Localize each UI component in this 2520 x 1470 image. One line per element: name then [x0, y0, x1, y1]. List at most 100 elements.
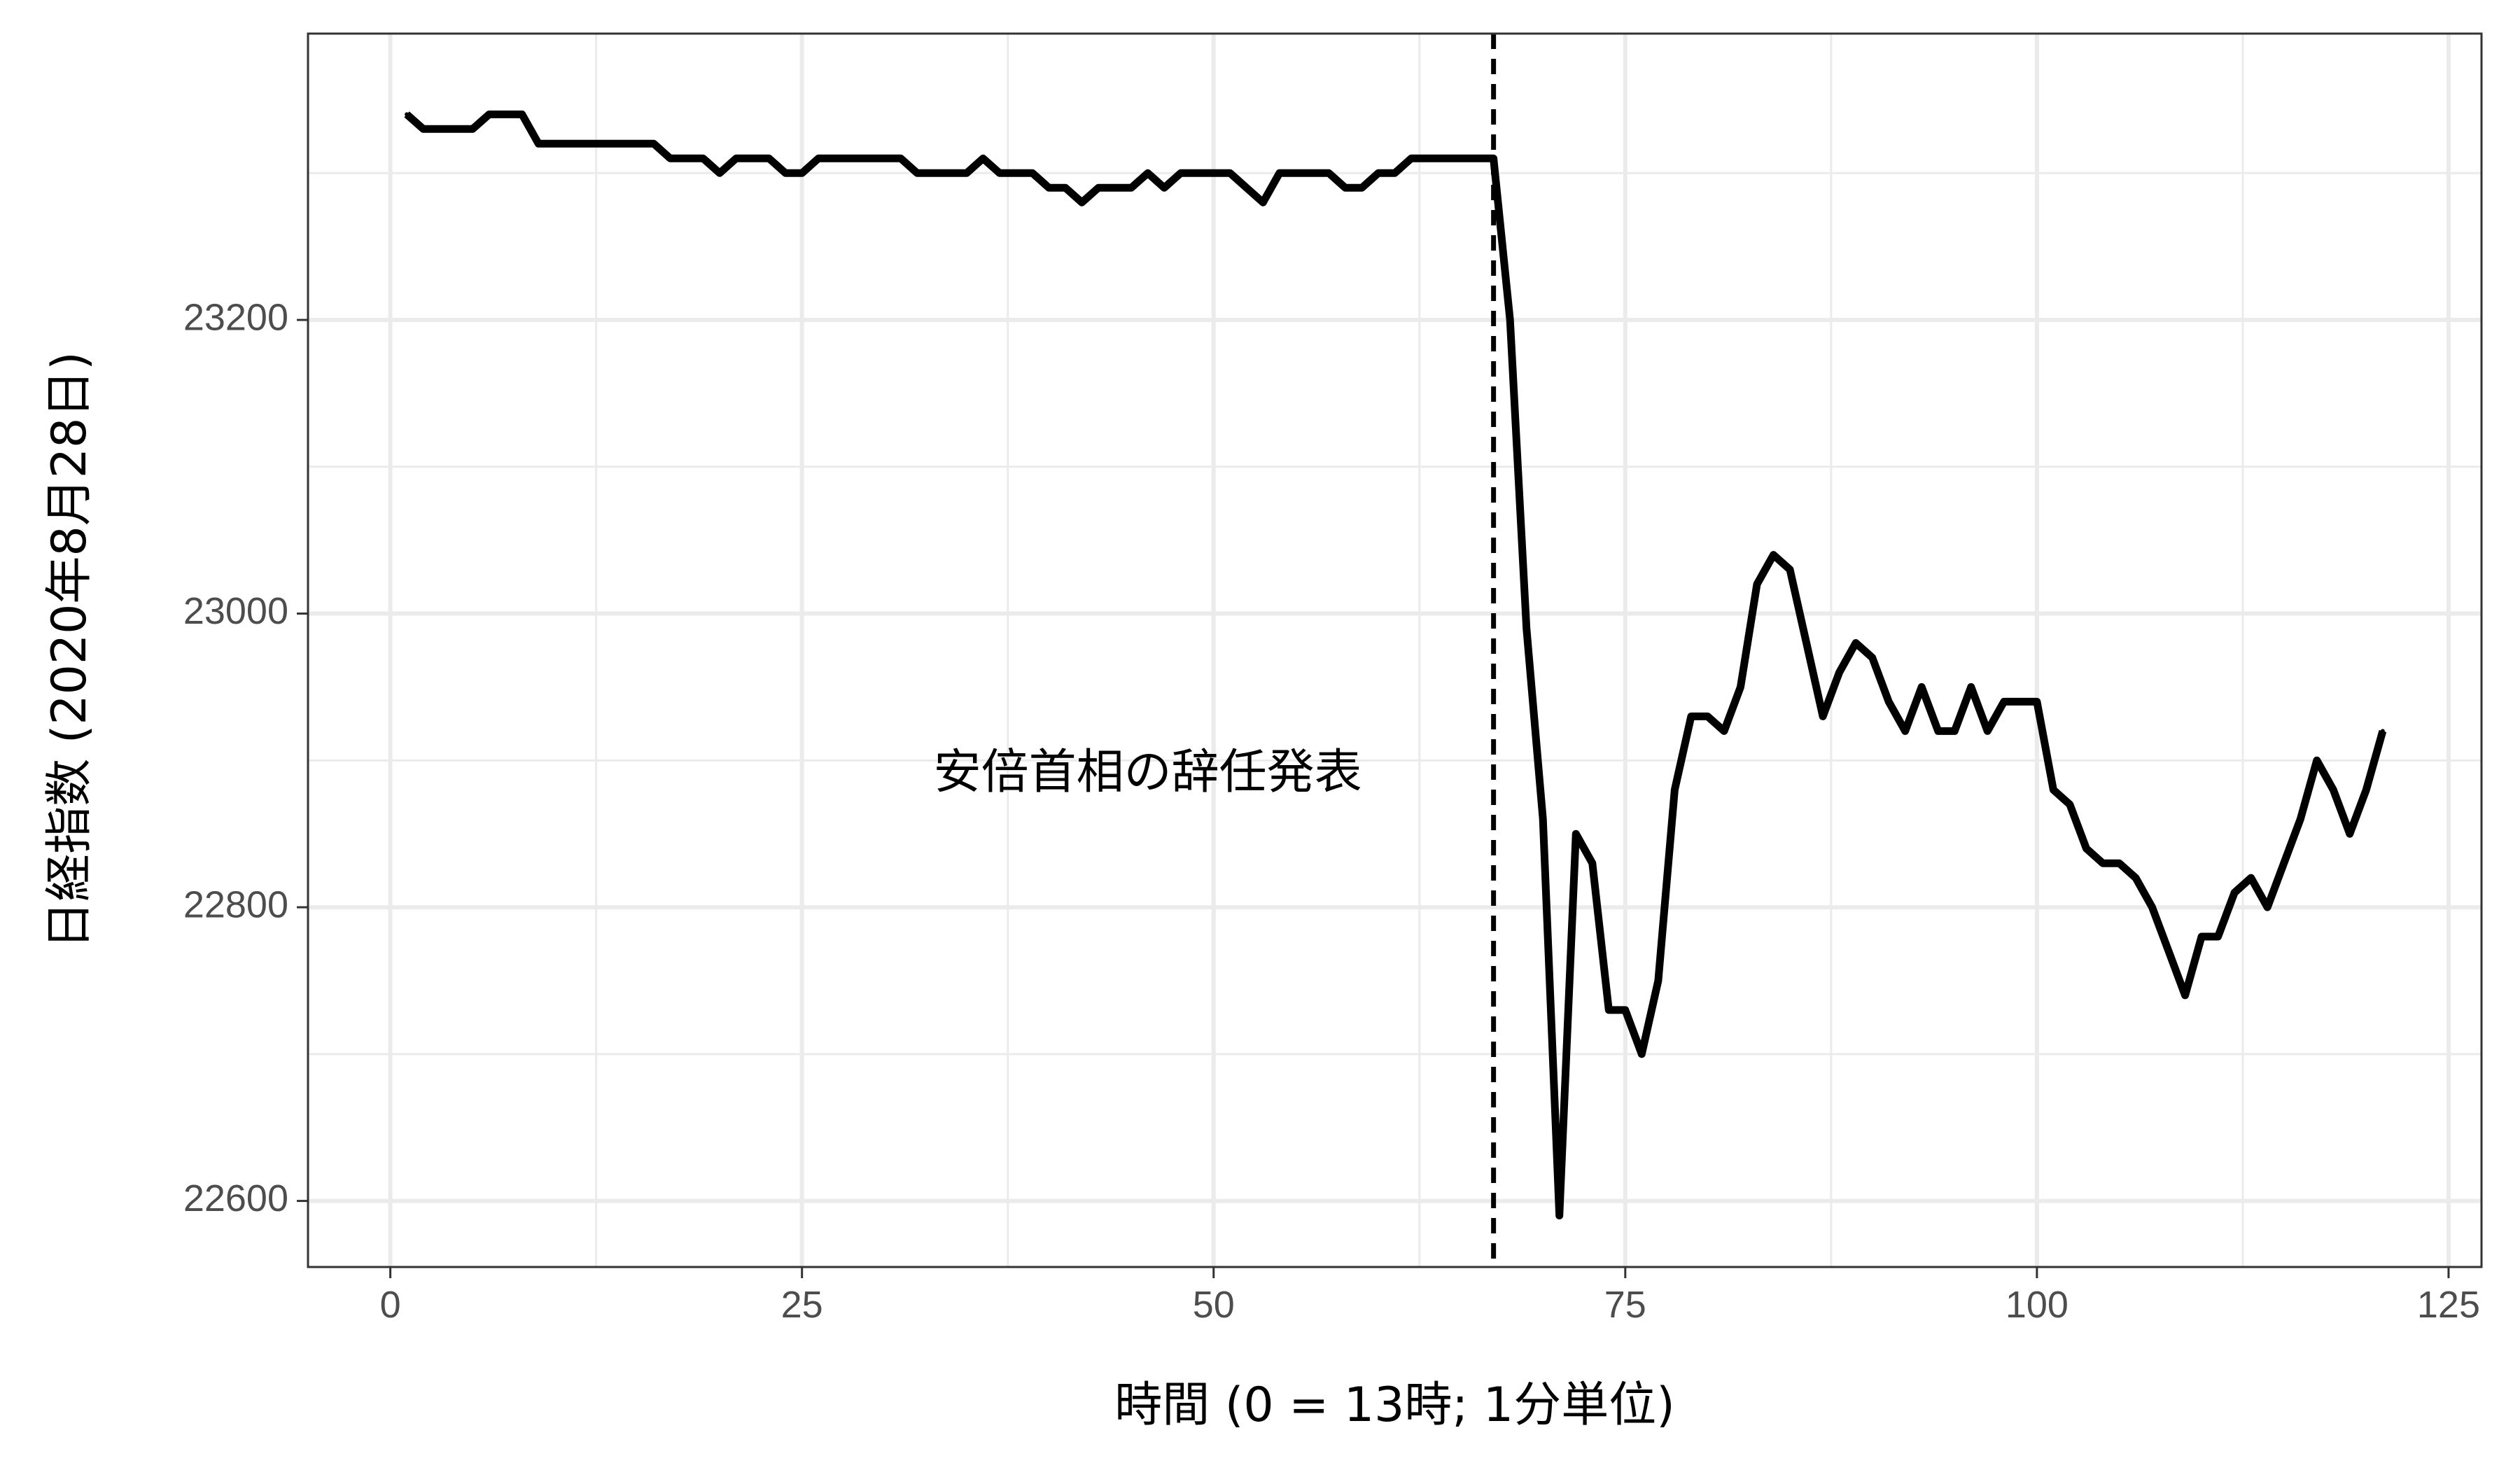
x-axis: 0 25 50 75 100 125	[380, 1267, 2480, 1326]
data-point	[865, 156, 870, 161]
data-point	[1688, 714, 1693, 719]
data-point	[2199, 934, 2204, 939]
data-point	[2018, 699, 2023, 704]
data-point	[981, 156, 986, 161]
data-point	[1870, 655, 1875, 660]
data-point	[734, 156, 738, 161]
data-point	[668, 156, 673, 161]
data-point	[1310, 171, 1315, 176]
data-point	[1968, 685, 1973, 690]
data-point	[2347, 832, 2352, 836]
data-point	[1508, 318, 1513, 323]
y-axis-title: 日経指数 (2020年8月28日)	[42, 351, 97, 949]
data-point	[1821, 714, 1826, 719]
x-tick-label: 75	[1604, 1284, 1646, 1326]
data-point	[1738, 685, 1743, 690]
data-point	[421, 127, 426, 132]
data-point	[1343, 186, 1348, 190]
data-point	[1046, 186, 1051, 190]
data-point	[1458, 156, 1463, 161]
y-tick-label: 22600	[183, 1177, 288, 1219]
data-point	[1195, 171, 1200, 176]
data-point	[1623, 1007, 1628, 1012]
data-point	[1096, 186, 1101, 190]
data-point	[783, 171, 788, 176]
data-point	[1574, 832, 1578, 836]
data-point	[1804, 640, 1809, 645]
y-axis: 22600 22800 23000 23200	[183, 296, 308, 1219]
data-point	[1442, 156, 1447, 161]
x-tick-label: 125	[2417, 1284, 2480, 1326]
data-point	[832, 156, 837, 161]
data-point	[1359, 186, 1364, 190]
data-point	[1705, 714, 1710, 719]
data-point	[1063, 186, 1068, 190]
data-point	[2051, 788, 2056, 792]
x-tick-label: 0	[380, 1284, 401, 1326]
data-point	[1079, 200, 1084, 205]
data-point	[618, 141, 623, 146]
data-point	[915, 171, 920, 176]
data-point	[1178, 171, 1183, 176]
data-point	[898, 156, 903, 161]
y-tick-label: 23000	[183, 590, 288, 632]
data-point	[931, 171, 936, 176]
data-point	[405, 112, 410, 117]
plot-panel: 安倍首相の辞任発表	[307, 32, 2483, 1268]
data-point	[651, 141, 656, 146]
data-point	[2084, 846, 2089, 851]
data-point	[997, 171, 1002, 176]
data-point	[2380, 729, 2385, 734]
data-point	[1837, 670, 1842, 675]
data-point	[1656, 978, 1660, 983]
data-point	[1985, 729, 1990, 734]
data-point	[1376, 171, 1380, 176]
data-point	[1672, 788, 1677, 792]
data-point	[1392, 171, 1397, 176]
data-point	[2067, 802, 2072, 807]
data-point	[1721, 729, 1726, 734]
data-points	[405, 112, 2385, 1218]
data-point	[2364, 788, 2369, 792]
data-point	[1277, 171, 1282, 176]
data-point	[2232, 890, 2237, 895]
x-tick-label: 100	[2005, 1284, 2068, 1326]
data-point	[635, 141, 640, 146]
data-point	[1557, 1213, 1562, 1218]
data-point	[1606, 1007, 1611, 1012]
data-point	[2150, 905, 2155, 910]
data-point	[454, 127, 458, 132]
data-point	[2100, 861, 2105, 866]
data-point	[816, 156, 821, 161]
panel-border	[307, 32, 2483, 1268]
data-point	[1886, 699, 1891, 704]
data-point	[1788, 567, 1793, 572]
data-point	[1903, 729, 1907, 734]
data-point	[2216, 934, 2220, 939]
data-point	[1014, 171, 1018, 176]
data-point	[438, 127, 442, 132]
data-point	[718, 171, 722, 176]
x-axis-title: 時間 (0 = 13時; 1分単位)	[1114, 1378, 1674, 1433]
y-tick-label: 23200	[183, 296, 288, 338]
panel-background	[308, 34, 2482, 1267]
data-point	[552, 141, 557, 146]
data-point	[2166, 949, 2171, 954]
data-point	[2248, 876, 2253, 881]
data-point	[2134, 876, 2138, 881]
annotation-label: 安倍首相の辞任発表	[934, 745, 1362, 800]
data-point	[1524, 626, 1529, 631]
data-point	[1294, 171, 1298, 176]
data-point	[585, 141, 590, 146]
data-point	[964, 171, 969, 176]
data-point	[1244, 186, 1249, 190]
data-point	[948, 171, 953, 176]
data-point	[1145, 171, 1150, 176]
data-point	[1919, 685, 1924, 690]
data-point	[1228, 171, 1233, 176]
data-point	[1409, 156, 1414, 161]
data-point	[1854, 640, 1858, 645]
data-point	[2183, 993, 2188, 997]
data-point	[2001, 699, 2006, 704]
